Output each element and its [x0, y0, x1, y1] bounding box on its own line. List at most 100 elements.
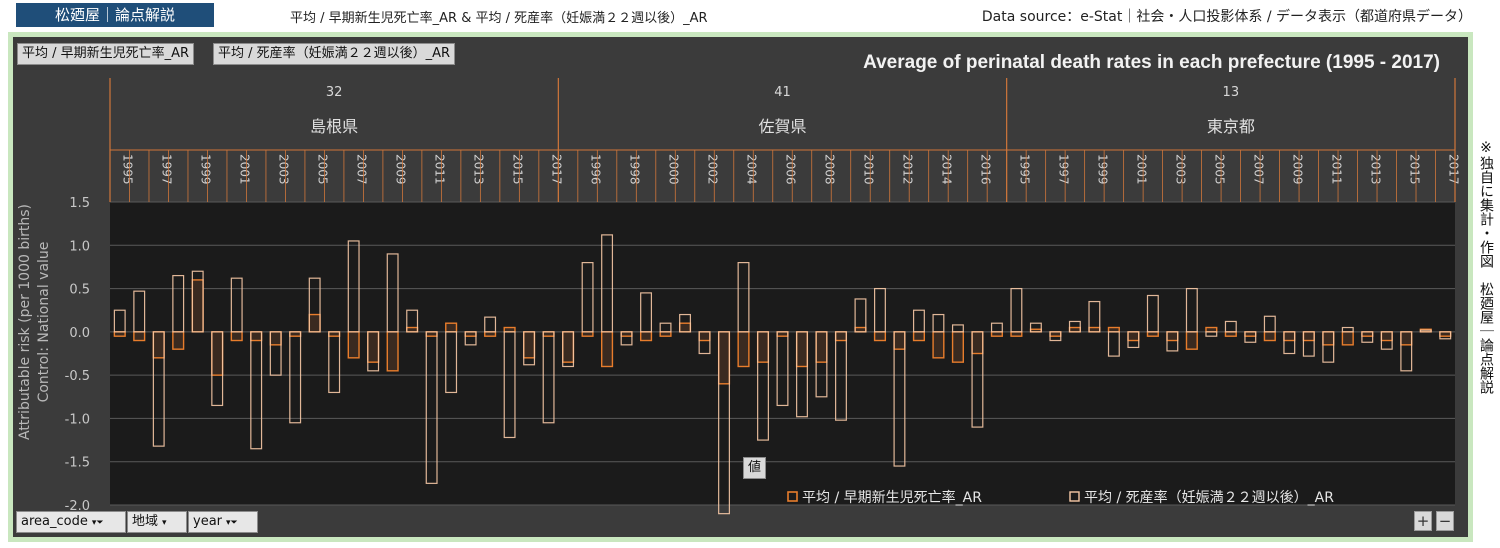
y-tick-label: -1.0: [65, 412, 90, 427]
bar-series-b: [718, 331, 730, 515]
group-code-label: 13: [1223, 85, 1240, 100]
bar-series-a: [1205, 326, 1218, 333]
bar-series-a: [464, 331, 477, 337]
filter-area-code[interactable]: area_code ▾⏷: [16, 511, 126, 533]
bar-series-a: [328, 331, 341, 337]
x-tick-label: 2000: [667, 154, 681, 185]
y-tick-label: 1.5: [69, 196, 90, 211]
bar-series-a: [269, 331, 282, 346]
bar-series-b: [737, 262, 750, 333]
bar-series-a: [1224, 331, 1237, 337]
bar-series-a: [1380, 331, 1393, 342]
bar-series-a: [659, 331, 672, 337]
field-button-series-a[interactable]: 平均 / 早期新生児死亡率_AR: [17, 43, 195, 65]
bar-series-b: [1166, 331, 1179, 352]
bar-series-a: [1302, 331, 1315, 342]
x-tick-label: 1997: [1056, 154, 1070, 185]
bar-series-a: [289, 331, 302, 337]
bar-series-a: [1010, 331, 1023, 337]
bar-series-b: [874, 287, 886, 333]
bar-series-a: [893, 331, 906, 350]
bar-series-b: [1010, 287, 1023, 333]
bar-series-b: [308, 277, 321, 333]
bar-series-a: [1361, 331, 1374, 337]
bar-series-b: [172, 274, 185, 333]
group-name-label: 島根県: [310, 117, 358, 136]
group-code-label: 32: [326, 85, 343, 100]
chevron-down-icon: ▾: [162, 518, 167, 528]
values-field-button[interactable]: 値: [743, 457, 767, 479]
bar-series-a: [873, 331, 887, 342]
y-tick-label: -0.5: [65, 369, 90, 384]
bar-series-a: [1107, 326, 1120, 333]
expand-button[interactable]: +: [1414, 511, 1432, 531]
bar-series-a: [854, 326, 867, 333]
field-button-series-b[interactable]: 平均 / 死産率（妊娠満２２週以後）_AR: [213, 43, 456, 65]
legend-swatch-b: [1069, 491, 1080, 502]
bar-series-a: [211, 331, 224, 376]
bar-series-b: [815, 331, 828, 398]
x-tick-label: 2004: [745, 154, 759, 185]
bar-series-b: [152, 331, 165, 447]
bar-series-b: [1088, 300, 1101, 333]
bar-series-b: [1107, 331, 1120, 357]
bar-series-b: [250, 331, 263, 450]
x-tick-label: 2007: [355, 154, 369, 185]
bar-series-b: [679, 313, 691, 333]
top-bar: 松廼屋｜論点解説 平均 / 早期新生児死亡率_AR & 平均 / 死産率（妊娠満…: [0, 0, 1500, 30]
bar-series-b: [1068, 320, 1081, 333]
x-tick-label: 2006: [784, 154, 798, 185]
bar-series-b: [640, 292, 653, 333]
bar-series-a: [1185, 331, 1198, 350]
bar-series-a: [230, 331, 243, 342]
bar-series-a: [113, 331, 126, 337]
x-tick-label: 2013: [472, 154, 486, 185]
bar-series-a: [912, 331, 926, 342]
bar-series-b: [347, 240, 360, 333]
bar-series-b: [230, 277, 243, 333]
bar-series-b: [971, 331, 984, 428]
bar-series-a: [445, 322, 458, 333]
bar-series-a: [503, 326, 516, 333]
bar-series-b: [776, 331, 789, 407]
bar-series-a: [425, 331, 438, 337]
x-tick-label: 1999: [199, 154, 213, 185]
bar-series-b: [1127, 331, 1140, 349]
bar-series-a: [815, 331, 828, 363]
bar-series-b: [503, 331, 516, 439]
x-tick-label: 1996: [589, 154, 603, 185]
x-tick-label: 2013: [1368, 154, 1382, 185]
bar-series-b: [1205, 331, 1218, 337]
bar-series-a: [1322, 331, 1335, 346]
x-tick-label: 2009: [1290, 154, 1304, 185]
bar-series-b: [445, 331, 458, 394]
bar-series-a: [1244, 331, 1257, 337]
collapse-button[interactable]: −: [1436, 511, 1454, 531]
bar-series-a: [386, 331, 399, 372]
x-tick-label: 2017: [1446, 154, 1460, 185]
x-tick-label: 2003: [277, 154, 291, 185]
bar-series-a: [1068, 326, 1081, 333]
bar-series-b: [1361, 331, 1374, 343]
bar-series-b: [951, 324, 964, 333]
bar-series-b: [133, 290, 146, 333]
x-tick-label: 2009: [394, 154, 408, 185]
bar-series-b: [1049, 331, 1062, 342]
bar-series-a: [1439, 331, 1452, 337]
bar-series-a: [581, 331, 594, 337]
legend-label-a: 平均 / 早期新生児死亡率_AR: [802, 489, 982, 506]
bar-series-b: [620, 331, 633, 346]
bar-series-a: [542, 331, 555, 337]
filter-region[interactable]: 地域 ▾: [127, 511, 187, 533]
y-tick-label: 1.0: [69, 239, 90, 254]
brand-label: 松廼屋｜論点解説: [16, 3, 214, 27]
bar-series-b: [1185, 287, 1198, 333]
filter-year[interactable]: year ▾⏷: [188, 511, 258, 533]
bar-series-a: [795, 331, 809, 368]
x-tick-label: 2015: [1407, 154, 1421, 185]
bar-series-b: [893, 331, 906, 467]
x-tick-label: 2017: [550, 154, 564, 185]
bar-series-b: [425, 331, 438, 484]
bar-series-a: [250, 331, 263, 342]
bar-series-b: [1263, 315, 1276, 333]
